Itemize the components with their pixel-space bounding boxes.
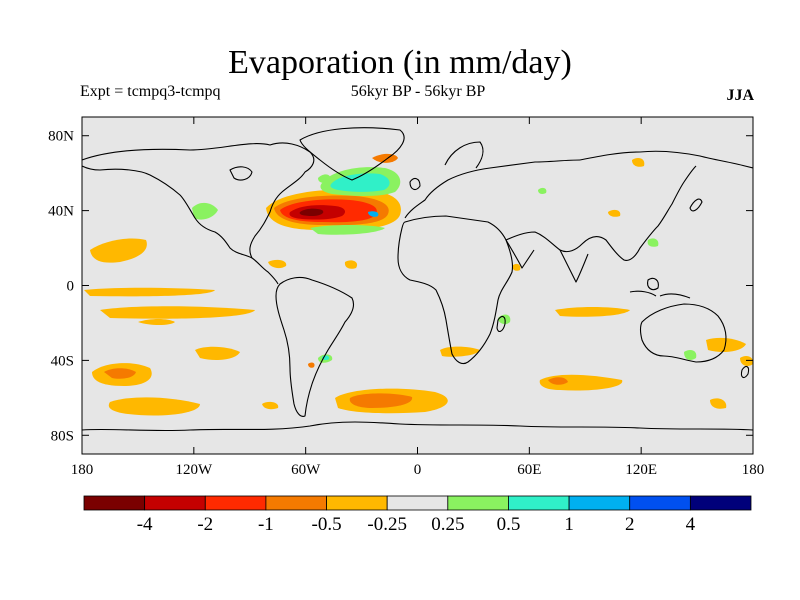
- colorbar-swatch: [689, 495, 752, 511]
- coast-europe: [404, 159, 581, 219]
- colorbar-swatch: [568, 495, 631, 511]
- anomaly-npac-orange-dot: [308, 362, 315, 368]
- coast-indonesia-2: [659, 293, 691, 299]
- coast-madagascar: [496, 315, 506, 333]
- anomaly-natl-positive-core: [330, 173, 390, 192]
- colorbar-label: 0.5: [497, 514, 521, 535]
- anomaly-indian-band: [555, 307, 630, 317]
- anomaly-satl-negative: [440, 346, 480, 357]
- anomaly-tropatl-negative: [268, 259, 287, 269]
- period-label: 56kyr BP - 56kyr BP: [350, 83, 486, 100]
- anomaly-spac-south: [108, 397, 200, 416]
- anomaly-eqpac-band-2: [100, 306, 255, 319]
- colorbar: -4 -2 -1 -0.5 -0.25 0.25 0.5 1 2 4: [83, 495, 752, 535]
- y-tick-label: 80N: [48, 129, 74, 145]
- anomaly-eqpac-band-1: [84, 287, 215, 297]
- season-label: JJA: [726, 87, 754, 104]
- anomaly-spac-negative-2: [195, 346, 240, 360]
- y-tick-label: 80S: [51, 428, 74, 444]
- experiment-label: Expt = tcmpq3-tcmpq: [80, 83, 221, 100]
- coast-north-america: [82, 142, 315, 259]
- colorbar-label: 1: [564, 514, 574, 535]
- y-tick-label: 0: [67, 279, 75, 295]
- coast-australia: [639, 303, 727, 363]
- anomaly-natl-blue: [368, 211, 379, 217]
- colorbar-swatch: [83, 495, 146, 511]
- coast-japan: [689, 198, 703, 212]
- colorbar-swatch: [204, 495, 267, 511]
- coast-greenland: [299, 127, 405, 181]
- coast-india: [559, 249, 589, 283]
- x-tick-label: 60E: [517, 462, 541, 478]
- x-tick-label: 120E: [625, 462, 657, 478]
- x-tick-label: 180: [71, 462, 94, 478]
- x-tick-label: 180: [742, 462, 765, 478]
- coast-africa: [397, 215, 514, 365]
- anomaly-australia-positive: [684, 350, 697, 360]
- anomaly-npac-negative: [90, 238, 147, 263]
- anomaly-namerica-positive-2: [318, 174, 331, 183]
- anomaly-namerica-positive: [192, 202, 218, 220]
- x-tick-label: 60W: [291, 462, 321, 478]
- colorbar-swatch: [326, 495, 388, 511]
- anomaly-soatl-strong: [349, 393, 413, 408]
- anomaly-spac-east: [740, 356, 753, 366]
- colorbar-swatch: [508, 495, 570, 511]
- coast-arabia: [505, 239, 535, 269]
- anomaly-brazil-negative: [344, 260, 358, 269]
- colorbar-label: 0.25: [431, 514, 464, 535]
- colorbar-label: -2: [197, 514, 213, 535]
- x-tick-label: 120W: [175, 462, 213, 478]
- anomaly-natl-south-positive: [310, 225, 385, 235]
- colorbar-label: 2: [625, 514, 635, 535]
- chart-title: Evaporation (in mm/day): [228, 44, 572, 81]
- coast-british-isles: [409, 177, 421, 191]
- x-tick-label: 0: [414, 462, 422, 478]
- colorbar-label: -0.25: [367, 514, 407, 535]
- coast-asia-south: [505, 165, 697, 261]
- anomaly-sindian-strong: [548, 377, 568, 385]
- colorbar-swatch: [629, 495, 691, 511]
- colorbar-swatch: [144, 495, 206, 511]
- coast-central-america: [251, 257, 279, 285]
- coast-hudson-bay: [229, 166, 253, 181]
- anomaly-australia-south: [706, 337, 746, 352]
- coast-indonesia-1: [629, 290, 657, 297]
- anomaly-eqpac-band-3: [138, 319, 175, 325]
- coast-antarctica: [82, 421, 753, 432]
- anomaly-spac-small: [262, 401, 279, 410]
- anomaly-arctic-orange: [632, 158, 645, 167]
- colorbar-swatch: [386, 495, 449, 511]
- anomaly-arabia-negative: [512, 263, 521, 271]
- coast-borneo: [647, 277, 659, 291]
- colorbar-swatch: [265, 495, 327, 511]
- coast-scandinavia: [444, 141, 484, 169]
- anomaly-spac-strong: [104, 368, 136, 379]
- coast-south-america: [275, 276, 355, 417]
- anomaly-asia-positive: [647, 238, 659, 247]
- colorbar-swatch: [447, 495, 509, 511]
- coast-asia-north: [579, 150, 753, 169]
- coast-new-zealand: [740, 365, 750, 379]
- colorbar-label: -1: [258, 514, 274, 535]
- y-axis: 80N 40N 0 40S 80S: [48, 129, 753, 444]
- anomaly-med-positive: [538, 187, 547, 194]
- coastlines: [82, 127, 753, 432]
- anomaly-shading: [84, 153, 753, 416]
- colorbar-label: -0.5: [312, 514, 342, 535]
- y-tick-label: 40N: [48, 204, 74, 220]
- y-tick-label: 40S: [51, 353, 74, 369]
- colorbar-label: -4: [137, 514, 153, 535]
- anomaly-tasman-south: [710, 398, 727, 409]
- anomaly-india-negative: [608, 209, 621, 217]
- anomaly-gulfstream-peak: [299, 208, 324, 216]
- x-axis: 180 120W 60W 0 60E 120E 180: [71, 117, 765, 478]
- colorbar-label: 4: [686, 514, 696, 535]
